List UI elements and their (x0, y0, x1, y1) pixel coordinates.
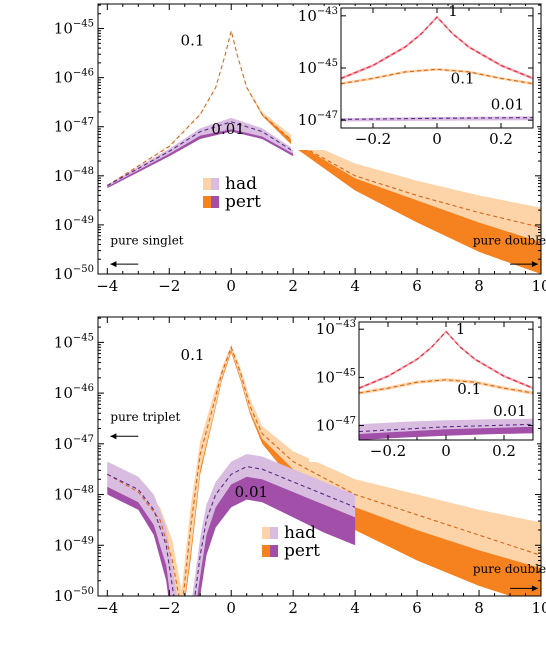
y-tick-label: 10−45 (54, 332, 94, 351)
top-panel: −4 −2 0 2 4 6 8 1010−5010−4910−4810−4710−4610−4… (16, 2, 546, 295)
x-tick-label: 0 (226, 599, 236, 617)
x-tick-label: 2 (288, 599, 298, 617)
legend-swatch-had-orange (262, 527, 270, 539)
legend-label-had: had (284, 523, 316, 543)
legend-swatch-pert-orange (203, 196, 211, 208)
x-tick-label: 10 (531, 599, 546, 617)
band-had-0.01 (107, 118, 293, 187)
y-tick-label: 10−45 (54, 19, 94, 38)
x-tick-label: 10 (531, 277, 546, 295)
x-tick-label: −4 (96, 599, 118, 617)
y-tick-label: 10−50 (54, 264, 94, 283)
inset-x-tick-label: 0 (441, 442, 451, 460)
x-tick-label: 8 (474, 277, 484, 295)
region-annotation: pure triplet (110, 410, 180, 424)
legend-swatch-had-orange (203, 178, 211, 190)
region-annotation: pure singlet (110, 234, 183, 248)
y-tick-label: 10−46 (54, 383, 94, 402)
legend-swatch-pert-orange (262, 545, 270, 557)
y-tick-label: 10−48 (54, 485, 94, 504)
region-annotation: pure doublet (473, 562, 546, 576)
x-tick-label: 4 (350, 277, 360, 295)
x-tick-label: 8 (474, 599, 484, 617)
legend-label-pert: pert (225, 192, 261, 212)
y-tick-label: 10−47 (54, 117, 94, 136)
legend-swatch-pert-purple (211, 196, 219, 208)
inset-x-tick-label: −0.2 (355, 130, 391, 148)
legend-swatch-had-purple (270, 527, 278, 539)
inset-x-tick-label: −0.2 (370, 442, 406, 460)
inset-x-tick-label: 0.2 (492, 442, 516, 460)
x-tick-label: 6 (412, 599, 422, 617)
y-tick-label: 10−46 (54, 68, 94, 87)
x-tick-label: −4 (96, 277, 118, 295)
arrowhead-left (110, 433, 116, 439)
y-tick-label: 10−49 (54, 535, 94, 554)
inset-curve-label: 0.01 (491, 96, 524, 114)
inset-background (309, 320, 537, 462)
curve-label: 0.1 (181, 32, 205, 50)
region-annotation: pure doublet (473, 234, 546, 248)
x-tick-label: 6 (412, 277, 422, 295)
inset-x-tick-label: 0.2 (489, 130, 513, 148)
x-tick-label: 0 (226, 277, 236, 295)
curve-label: 0.01 (235, 483, 268, 501)
y-tick-label: 10−49 (54, 215, 94, 234)
y-tick-label: 10−47 (54, 434, 94, 453)
x-tick-label: 2 (288, 277, 298, 295)
legend-swatch-had-purple (211, 178, 219, 190)
legend-label-pert: pert (284, 541, 320, 561)
curve-label: 0.1 (181, 346, 205, 364)
curve-label: 0.01 (211, 120, 244, 138)
x-tick-label: 4 (350, 599, 360, 617)
inset-curve-label: 0.1 (457, 380, 481, 398)
inset-curve-label: 0.01 (493, 402, 526, 420)
legend-label-had: had (225, 174, 257, 194)
arrowhead-left (110, 261, 116, 267)
inset-x-tick-label: 0 (432, 130, 442, 148)
y-tick-label: 10−50 (54, 586, 94, 605)
inset-curve-label: 0.1 (451, 70, 475, 88)
x-tick-label: −2 (158, 599, 180, 617)
y-tick-label: 10−48 (54, 166, 94, 185)
inset-curve-label: 1 (456, 320, 466, 338)
x-tick-label: −2 (158, 277, 180, 295)
inset-curve-label: 1 (448, 2, 458, 20)
legend-swatch-pert-purple (270, 545, 278, 557)
